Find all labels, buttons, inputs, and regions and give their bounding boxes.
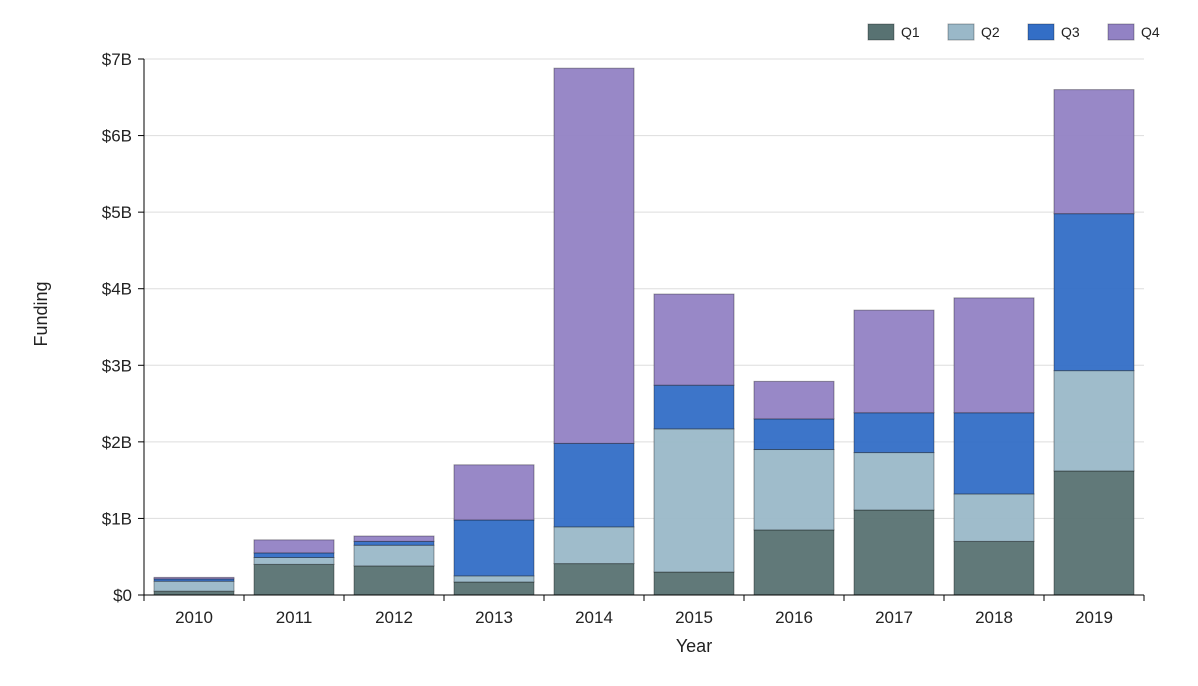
bar-segment-q4-2014[interactable]: Q4 2014 (553, 67, 635, 444)
legend-label-q1: Q1 (901, 24, 920, 40)
legend-swatch-q3[interactable] (1027, 23, 1055, 41)
x-tick-label: 2014 (575, 608, 613, 627)
bar-segment-q1-2015[interactable]: Q1 2015 (653, 571, 735, 596)
bar-segment-q1-2011[interactable]: Q1 2011 (253, 563, 335, 596)
x-tick-label: 2018 (975, 608, 1013, 627)
bar-segment-q1-2013[interactable]: Q1 2013 (453, 581, 535, 596)
x-tick-label: 2019 (1075, 608, 1113, 627)
x-tick-label: 2010 (175, 608, 213, 627)
bar-segment-q3-2012[interactable]: Q3 2012 (353, 540, 435, 546)
bar-segment-q4-2013[interactable]: Q4 2013 (453, 464, 535, 521)
legend-label-q3: Q3 (1061, 24, 1080, 40)
bar-segment-q4-2012[interactable]: Q4 2012 (353, 535, 435, 542)
bar-segment-q2-2012[interactable]: Q2 2012 (353, 544, 435, 567)
bar-segment-q2-2015[interactable]: Q2 2015 (653, 428, 735, 573)
bar-segment-q3-2018[interactable]: Q3 2018 (953, 412, 1035, 495)
bar-segment-q3-2014[interactable]: Q3 2014 (553, 442, 635, 528)
x-tick-label: 2016 (775, 608, 813, 627)
bar-segment-q3-2015[interactable]: Q3 2015 (653, 384, 735, 430)
bar-segment-q2-2019[interactable]: Q2 2019 (1053, 370, 1135, 472)
bar-segment-q1-2012[interactable]: Q1 2012 (353, 565, 435, 596)
y-tick-label: $2B (102, 433, 132, 452)
bar-segment-q4-2019[interactable]: Q4 2019 (1053, 89, 1135, 215)
legend-label-q4: Q4 (1141, 24, 1160, 40)
bar-segment-q2-2013[interactable]: Q2 2013 (453, 575, 535, 583)
x-tick-label: 2012 (375, 608, 413, 627)
bar-segment-q3-2011[interactable]: Q3 2011 (253, 552, 335, 558)
y-tick-label: $5B (102, 203, 132, 222)
bar-segment-q1-2010[interactable]: Q1 2010 (153, 590, 235, 596)
bar-segment-q4-2017[interactable]: Q4 2017 (853, 309, 935, 414)
bar-segment-q1-2014[interactable]: Q1 2014 (553, 563, 635, 596)
bar-segment-q3-2017[interactable]: Q3 2017 (853, 412, 935, 454)
bar-segment-q4-2010[interactable]: Q4 2010 (153, 576, 235, 580)
legend-label-q2: Q2 (981, 24, 1000, 40)
bar-segment-q2-2017[interactable]: Q2 2017 (853, 452, 935, 511)
x-axis-title: Year (676, 636, 712, 656)
bar-segment-q2-2011[interactable]: Q2 2011 (253, 556, 335, 565)
y-tick-label: $3B (102, 356, 132, 375)
bar-segment-q2-2010[interactable]: Q2 2010 (153, 580, 235, 592)
gridlines (144, 58, 1144, 519)
legend-swatch-q1[interactable] (867, 23, 895, 41)
bar-segment-q1-2016[interactable]: Q1 2016 (753, 529, 835, 596)
bar-segment-q2-2014[interactable]: Q2 2014 (553, 526, 635, 565)
legend: Q1 Q2 Q3 Q4 (867, 23, 1160, 41)
legend-swatch-q2[interactable] (947, 23, 975, 41)
bar-segment-q3-2013[interactable]: Q3 2013 (453, 519, 535, 577)
bar-segment-q2-2016[interactable]: Q2 2016 (753, 449, 835, 531)
axes: $0 $1B $2B $3B $4B $5B $6B $7B 2010 2011 2012 2013 2… (102, 50, 1145, 627)
y-tick-label: $0 (113, 586, 132, 605)
x-tick-label: 2015 (675, 608, 713, 627)
bar-segment-q4-2015[interactable]: Q4 2015 (653, 293, 735, 386)
bar-segment-q3-2019[interactable]: Q3 2019 (1053, 213, 1135, 372)
bar-segment-q3-2016[interactable]: Q3 2016 (753, 418, 835, 451)
y-axis-title: Funding (31, 281, 51, 346)
legend-swatch-q4[interactable] (1107, 23, 1135, 41)
x-tick-label: 2017 (875, 608, 913, 627)
bar-segment-q2-2018[interactable]: Q2 2018 (953, 493, 1035, 542)
bar-segment-q1-2019[interactable]: Q1 2019 (1053, 470, 1135, 596)
y-tick-label: $4B (102, 280, 132, 299)
bar-segment-q4-2018[interactable]: Q4 2018 (953, 297, 1035, 414)
y-tick-label: $7B (102, 50, 132, 69)
y-tick-label: $1B (102, 509, 132, 528)
bar-segment-q4-2011[interactable]: Q4 2011 (253, 539, 335, 554)
bar-segment-q4-2016[interactable]: Q4 2016 (753, 380, 835, 420)
y-tick-label: $6B (102, 127, 132, 146)
bar-segment-q1-2017[interactable]: Q1 2017 (853, 509, 935, 596)
x-tick-label: 2011 (276, 608, 313, 627)
bar-segment-q1-2018[interactable]: Q1 2018 (953, 540, 1035, 596)
bars: Q1 2010Q2 2010Q3 2010Q4 2010Q1 2011Q2 20… (153, 67, 1135, 596)
x-tick-label: 2013 (475, 608, 513, 627)
